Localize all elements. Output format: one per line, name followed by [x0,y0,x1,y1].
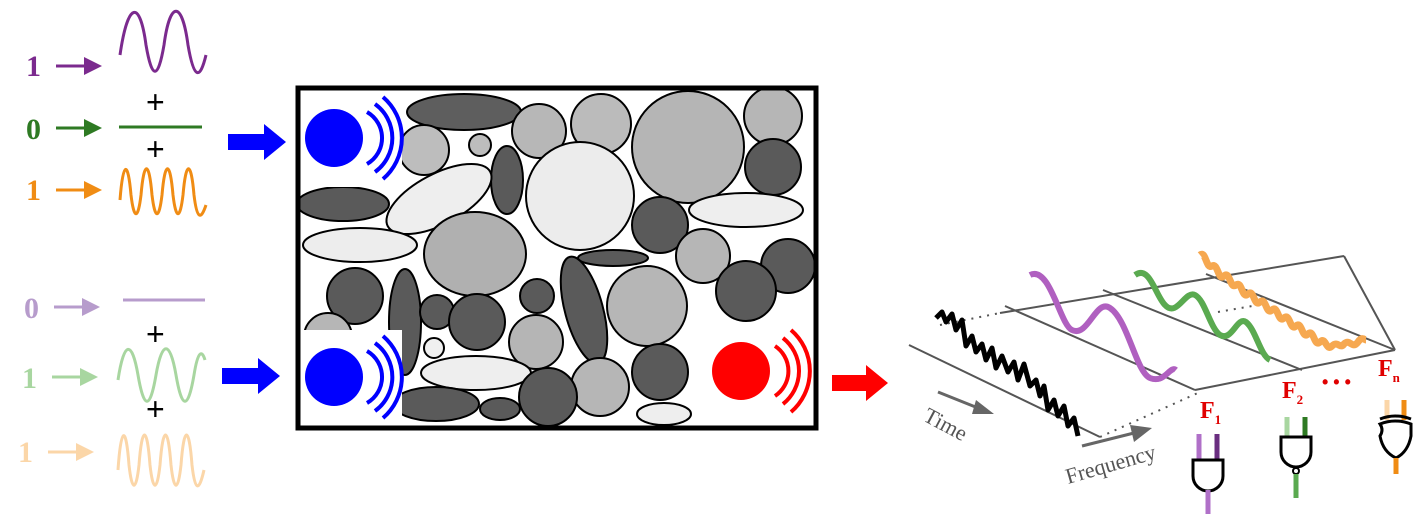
signal-waves-icon [365,334,404,420]
time-axis: Time [920,390,994,446]
input-arrow-top [228,124,286,160]
frequency-axis-label: Frequency [1062,439,1158,489]
medium-border [295,85,819,431]
received-signal-wave [934,309,1081,437]
signal-waves-icon [773,328,812,414]
input-group-2: 0 + 1 + 1 [18,292,207,488]
sine-wave-purple [118,10,208,75]
plus-sign-4: + [146,391,165,427]
sine-wave-orange [118,167,208,217]
transmitter-top [302,91,404,187]
sine-wave-component-2 [1133,270,1272,363]
nand-gate-icon [1279,435,1313,469]
plus-sign-2: + [146,131,165,167]
gate-fn-label: Fn [1378,356,1401,385]
plus-sign-1: + [146,84,165,120]
arrow-bit-1-3 [56,181,102,199]
sine-wave-peach [116,433,206,488]
input-group-1: 1 + 0 + 1 [26,10,208,217]
receiver [707,326,813,426]
transmitter-bottom [302,330,404,426]
gate-f2-label: F2 [1282,378,1303,407]
sine-wave-component-1 [1028,271,1178,383]
time-frequency-plane: Time Frequency [908,250,1396,489]
and-gate-icon [1191,458,1225,493]
time-axis-label: Time [920,402,972,446]
receiver-dot-icon [712,342,770,400]
input-arrow-bottom [222,358,280,394]
bit-2-2: 1 [22,362,37,395]
plus-sign-3: + [146,316,165,352]
gate-f2: F2 [1279,378,1313,498]
gate-f1: F1 [1191,398,1225,514]
gate-f1-label: F1 [1200,398,1221,427]
signal-waves-icon [365,95,404,181]
arrow-bit-2-2 [52,368,98,386]
bit-1-3: 1 [26,174,41,207]
arrow-bit-2-1 [54,298,100,316]
scattering-medium [295,85,819,431]
bit-2-3: 1 [18,436,33,469]
arrow-bit-2-3 [48,443,94,461]
transmitter-dot-icon [305,348,363,406]
bit-1-2: 0 [26,113,41,146]
bit-2-1: 0 [24,292,39,325]
output-arrow [832,365,888,401]
gate-ellipsis: • • • [1322,372,1351,392]
arrow-bit-1-2 [56,119,102,137]
gate-fn: Fn [1377,356,1413,474]
arrow-bit-1-1 [56,57,102,75]
sine-wave-light-green [116,347,207,403]
bit-1-1: 1 [26,50,41,83]
xor-gate-icon [1377,419,1413,460]
sine-wave-component-3 [1197,250,1368,351]
transmitter-dot-icon [305,109,363,167]
